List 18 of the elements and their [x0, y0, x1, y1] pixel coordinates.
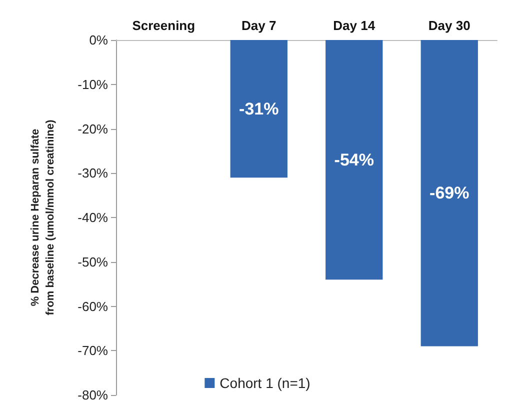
data-label: -54% — [334, 150, 374, 170]
y-tick-label: -80% — [78, 388, 108, 402]
y-tick-label: -20% — [78, 121, 108, 136]
x-tick-label: Day 14 — [333, 18, 376, 33]
y-tick-label: 0% — [89, 32, 108, 48]
data-label: -31% — [239, 99, 279, 118]
y-tick-label: -10% — [78, 76, 108, 92]
y-axis-title: % Decrease urine Heparan sulfate from baseline (umol/mmol creatinine) — [30, 119, 56, 316]
y-tick-label: -70% — [78, 343, 108, 358]
data-label: -69% — [430, 184, 470, 203]
legend-label: Cohort 1 (n=1) — [220, 375, 310, 391]
x-tick-label: Day 30 — [428, 18, 470, 33]
y-tick-label: -40% — [78, 210, 108, 225]
x-tick-label: Screening — [132, 18, 196, 33]
y-tick-label: -50% — [78, 254, 108, 270]
x-tick-label: Day 7 — [242, 18, 276, 33]
y-tick-label: -60% — [78, 298, 108, 314]
y-tick-label: -30% — [78, 166, 108, 181]
